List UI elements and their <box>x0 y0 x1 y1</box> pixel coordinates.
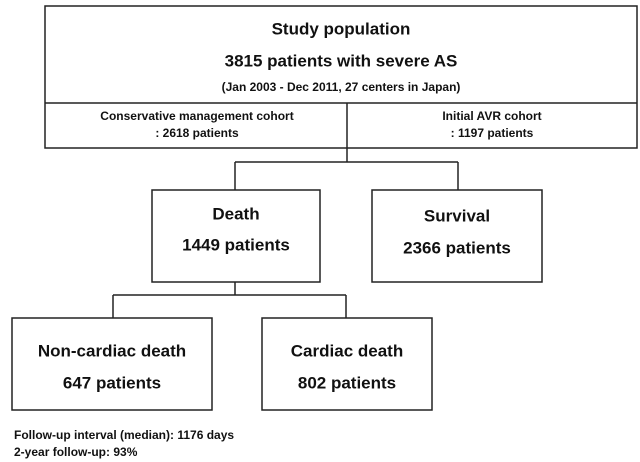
node-count: 2366 patients <box>403 238 511 257</box>
population-box <box>44 5 638 149</box>
node-label: Non-cardiac death <box>38 341 186 360</box>
period: (Jan 2003 - Dec 2011, 27 centers in Japa… <box>222 80 461 94</box>
subtitle: 3815 patients with severe AS <box>225 51 458 70</box>
node-label: Survival <box>424 206 490 225</box>
death-box <box>151 189 321 283</box>
footnote: 2-year follow-up: 93% <box>14 445 138 459</box>
node-label: Death <box>212 204 259 223</box>
cohort-label: Conservative management cohort <box>100 109 293 123</box>
node-label: Cardiac death <box>291 341 403 360</box>
node-count: 802 patients <box>298 373 396 392</box>
cohort-label: Initial AVR cohort <box>442 109 541 123</box>
cohort-count: : 1197 patients <box>451 126 534 140</box>
footnote: Follow-up interval (median): 1176 days <box>14 428 234 442</box>
cardiac-box <box>261 317 433 411</box>
title: Study population <box>272 19 411 38</box>
node-count: 1449 patients <box>182 235 290 254</box>
cohort-count: : 2618 patients <box>155 126 239 140</box>
node-count: 647 patients <box>63 373 161 392</box>
survival-box <box>371 189 543 283</box>
non-cardiac-box <box>11 317 213 411</box>
